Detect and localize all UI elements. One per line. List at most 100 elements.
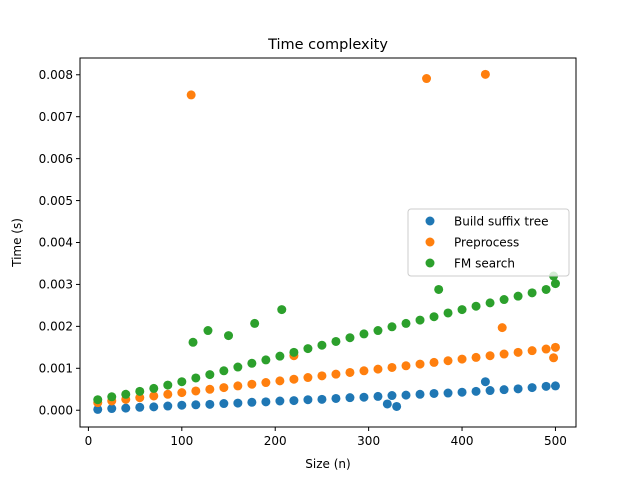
scatter-point	[373, 326, 383, 336]
scatter-point	[550, 381, 560, 391]
scatter-point	[401, 361, 411, 371]
scatter-point	[443, 356, 453, 366]
scatter-point	[457, 305, 467, 315]
scatter-point	[261, 378, 271, 388]
scatter-point	[275, 396, 285, 406]
scatter-point	[401, 318, 411, 328]
scatter-point	[331, 336, 341, 346]
scatter-point	[177, 400, 187, 410]
legend-marker	[425, 237, 435, 247]
scatter-point	[205, 399, 215, 409]
scatter-point	[289, 374, 299, 384]
scatter-point	[135, 393, 145, 403]
scatter-point	[550, 279, 560, 289]
scatter-point	[261, 397, 271, 407]
y-tick-label: 0.006	[39, 152, 73, 166]
scatter-point	[541, 344, 551, 354]
legend-label: FM search	[454, 256, 515, 270]
scatter-point	[303, 395, 313, 405]
scatter-point	[499, 295, 509, 305]
scatter-point	[121, 403, 131, 413]
scatter-point	[345, 367, 355, 377]
scatter-point	[331, 369, 341, 379]
scatter-point	[485, 298, 495, 308]
x-tick-label: 100	[170, 434, 193, 448]
scatter-point	[415, 359, 425, 369]
scatter-point	[429, 357, 439, 367]
x-tick-label: 0	[85, 434, 93, 448]
scatter-point	[135, 386, 145, 396]
scatter-point	[247, 358, 257, 368]
scatter-point	[233, 398, 243, 408]
scatter-point	[471, 301, 481, 311]
x-axis: 0 100 200 300 400 500	[85, 427, 567, 448]
scatter-point	[163, 389, 173, 399]
scatter-point	[205, 370, 215, 380]
scatter-point	[247, 379, 257, 389]
scatter-point	[382, 399, 392, 409]
scatter-point	[497, 323, 507, 333]
scatter-point	[275, 376, 285, 386]
scatter-point	[429, 312, 439, 322]
scatter-point	[457, 387, 467, 397]
scatter-point	[107, 392, 117, 402]
x-tick-label: 300	[357, 434, 380, 448]
scatter-point	[359, 392, 369, 402]
scatter-point	[443, 308, 453, 318]
scatter-point	[149, 402, 159, 412]
scatter-point	[471, 386, 481, 396]
y-tick-label: 0.003	[39, 278, 73, 292]
scatter-point	[513, 291, 523, 301]
scatter-point	[373, 364, 383, 374]
scatter-point	[317, 371, 327, 381]
scatter-point	[107, 404, 117, 414]
y-tick-label: 0.007	[39, 110, 73, 124]
legend-marker	[425, 216, 435, 226]
y-axis: 0.000 0.001 0.002 0.003 0.004 0.005 0.006 0.007…	[39, 68, 80, 417]
y-tick-label: 0.005	[39, 194, 73, 208]
scatter-point	[121, 389, 131, 399]
scatter-point	[219, 383, 229, 393]
chart-title: Time complexity	[267, 37, 388, 53]
scatter-point	[289, 396, 299, 406]
points-layer	[93, 69, 560, 414]
scatter-point	[387, 362, 397, 372]
scatter-point	[261, 355, 271, 365]
scatter-point	[224, 331, 234, 341]
scatter-point	[527, 383, 537, 393]
scatter-point	[163, 380, 173, 390]
scatter-point	[219, 366, 229, 376]
scatter-point	[275, 351, 285, 361]
y-axis-label: Time (s)	[10, 218, 24, 268]
scatter-point	[250, 318, 260, 328]
scatter-point	[233, 381, 243, 391]
scatter-point	[331, 393, 341, 403]
scatter-point	[149, 391, 159, 401]
scatter-point	[499, 385, 509, 395]
scatter-point	[387, 391, 397, 401]
scatter-point	[480, 377, 490, 387]
scatter-point	[303, 344, 313, 354]
x-tick-label: 400	[451, 434, 474, 448]
scatter-point	[387, 322, 397, 332]
y-tick-label: 0.001	[39, 361, 73, 375]
scatter-point	[277, 305, 287, 315]
scatter-point	[513, 347, 523, 357]
scatter-point	[163, 401, 173, 411]
scatter-point	[434, 284, 444, 294]
scatter-point	[401, 390, 411, 400]
x-tick-label: 200	[264, 434, 287, 448]
scatter-point	[457, 354, 467, 364]
scatter-point	[422, 74, 432, 84]
scatter-point	[359, 366, 369, 376]
scatter-point	[317, 394, 327, 404]
scatter-point	[415, 389, 425, 399]
scatter-point	[443, 388, 453, 398]
scatter-point	[177, 377, 187, 387]
scatter-point	[485, 351, 495, 361]
scatter-point	[345, 393, 355, 403]
scatter-point	[392, 401, 402, 411]
scatter-point	[203, 326, 213, 336]
legend-label: Build suffix tree	[454, 214, 548, 228]
